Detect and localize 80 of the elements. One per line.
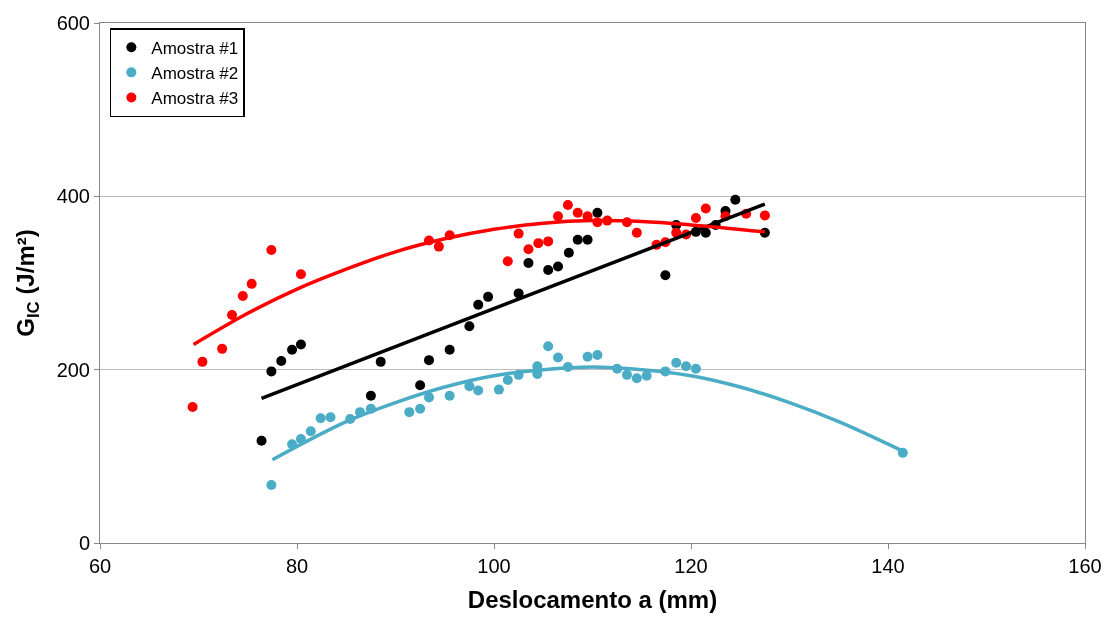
point bbox=[266, 479, 277, 490]
point bbox=[730, 194, 741, 205]
point bbox=[690, 213, 701, 223]
point bbox=[493, 384, 504, 395]
point bbox=[563, 247, 574, 258]
point bbox=[325, 412, 336, 423]
point bbox=[543, 236, 554, 247]
point bbox=[295, 269, 306, 280]
point bbox=[553, 261, 564, 272]
x-tick-label: 80 bbox=[285, 555, 309, 577]
point bbox=[553, 352, 564, 363]
point bbox=[631, 373, 642, 384]
point bbox=[543, 265, 554, 275]
point bbox=[415, 380, 426, 391]
point bbox=[759, 210, 770, 221]
point bbox=[433, 241, 444, 252]
point bbox=[582, 234, 593, 245]
point bbox=[266, 366, 277, 377]
point bbox=[700, 227, 711, 238]
point bbox=[533, 238, 544, 249]
point bbox=[592, 207, 603, 218]
point bbox=[404, 407, 415, 418]
point bbox=[572, 234, 583, 245]
point bbox=[315, 413, 326, 424]
point bbox=[256, 435, 267, 446]
x-tick-label: 100 bbox=[477, 555, 511, 577]
point bbox=[523, 258, 534, 269]
point bbox=[246, 278, 257, 289]
point bbox=[464, 381, 475, 392]
point bbox=[681, 361, 692, 372]
point bbox=[187, 401, 198, 412]
point bbox=[287, 344, 298, 355]
x-tick-label: 140 bbox=[871, 555, 905, 577]
point bbox=[572, 207, 583, 218]
point bbox=[621, 369, 632, 380]
y-tick-label: 400 bbox=[56, 185, 90, 208]
point bbox=[631, 227, 642, 238]
legend-label: Amostra #2 bbox=[151, 63, 239, 83]
point bbox=[483, 291, 494, 302]
point bbox=[523, 244, 534, 255]
point bbox=[197, 356, 208, 367]
point bbox=[423, 355, 434, 366]
point bbox=[217, 343, 228, 354]
point bbox=[671, 357, 682, 368]
point bbox=[562, 200, 573, 210]
x-tick-label: 120 bbox=[674, 555, 708, 577]
point bbox=[415, 403, 426, 414]
point bbox=[276, 356, 287, 366]
point bbox=[641, 370, 652, 381]
point bbox=[690, 363, 701, 374]
point bbox=[660, 270, 671, 281]
legend-label: Amostra #1 bbox=[151, 38, 239, 58]
point bbox=[582, 351, 593, 362]
x-tick-label: 60 bbox=[88, 555, 112, 577]
point bbox=[473, 299, 484, 310]
y-tick-label: 0 bbox=[78, 532, 90, 554]
x-tick-label: 160 bbox=[1068, 555, 1102, 577]
point bbox=[237, 291, 248, 301]
point bbox=[375, 356, 386, 367]
point bbox=[592, 349, 603, 360]
point bbox=[295, 339, 306, 350]
y-tick-label: 200 bbox=[56, 358, 90, 381]
point bbox=[502, 375, 513, 386]
point bbox=[502, 256, 513, 267]
point bbox=[543, 341, 554, 352]
point bbox=[226, 310, 237, 321]
point bbox=[553, 211, 564, 222]
x-axis-title: Deslocamento a (mm) bbox=[467, 586, 718, 614]
point bbox=[464, 321, 475, 332]
legend-label: Amostra #3 bbox=[151, 89, 239, 109]
point bbox=[444, 344, 455, 355]
point bbox=[305, 426, 316, 437]
point bbox=[473, 385, 484, 396]
point bbox=[700, 203, 711, 214]
point bbox=[365, 390, 376, 401]
point bbox=[423, 392, 434, 403]
point bbox=[266, 245, 277, 256]
point bbox=[444, 390, 455, 401]
y-tick-label: 600 bbox=[56, 12, 90, 34]
point bbox=[513, 228, 524, 239]
